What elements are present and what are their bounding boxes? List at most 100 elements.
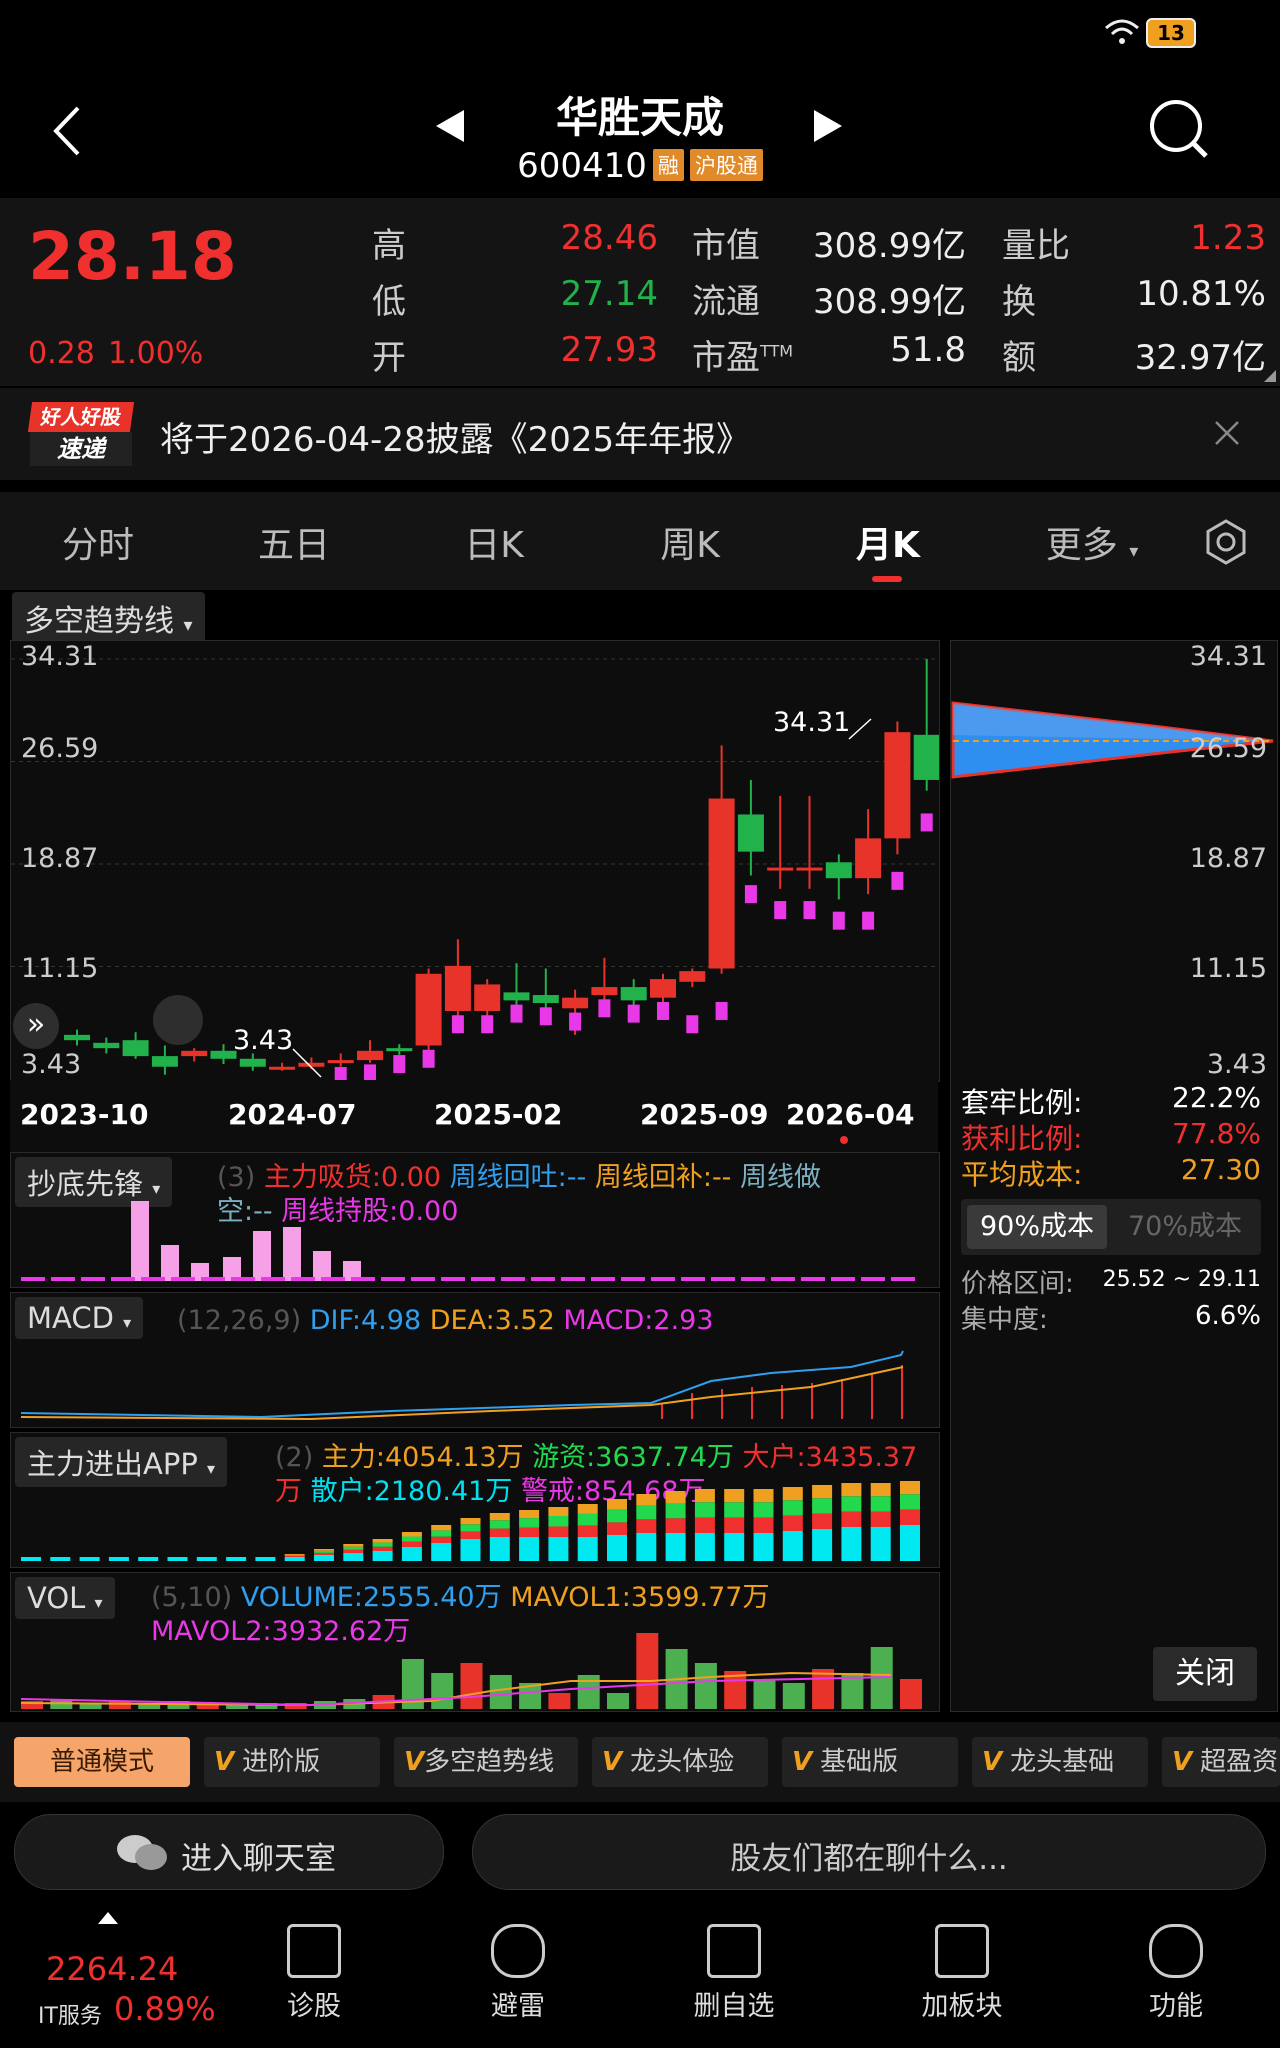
next-stock-icon[interactable] xyxy=(812,108,844,144)
indicator-dropdown[interactable]: 多空趋势线 ▾ xyxy=(12,592,205,644)
indicator-bar xyxy=(811,1383,813,1419)
indicator-bar xyxy=(489,1528,510,1537)
battery-indicator: 13 xyxy=(1146,18,1196,48)
indicator-bar xyxy=(607,1522,627,1535)
pe-label: 市盈TTM xyxy=(692,330,793,379)
trend-marker xyxy=(891,871,904,890)
main-flow-panel: 主力进出APP ▾ (2) 主力:4054.13万 游资:3637.74万 大户… xyxy=(10,1432,940,1568)
margin-tag: 融 xyxy=(652,149,684,181)
indicator-bar xyxy=(489,1520,510,1529)
indicator-bar xyxy=(131,1201,149,1281)
stock-header: 华胜天成 600410 融沪股通 xyxy=(0,64,1280,198)
settings-icon[interactable] xyxy=(1202,518,1250,566)
index-value[interactable]: 2264.24 xyxy=(46,1950,179,1988)
expand-left-icon[interactable]: » xyxy=(13,1003,59,1049)
candle-body xyxy=(737,814,764,852)
fullscreen-icon[interactable] xyxy=(153,995,203,1045)
indicator-bar xyxy=(51,1277,75,1281)
prev-stock-icon[interactable] xyxy=(434,108,466,144)
chat-hint[interactable]: 股友们都在聊什么... xyxy=(472,1814,1266,1890)
macd-dif: DIF:4.98 xyxy=(309,1305,422,1336)
tab-monthly-k[interactable]: 月K xyxy=(856,525,920,566)
check-icon: V xyxy=(602,1747,623,1777)
mode-normal[interactable]: 普通模式 xyxy=(14,1737,190,1787)
indicator-bar xyxy=(196,1557,217,1561)
trend-marker xyxy=(715,1001,728,1020)
trend-marker xyxy=(364,1064,376,1081)
y-tick: 34.31 xyxy=(21,641,99,672)
nav-remove-watch[interactable]: 删自选 xyxy=(654,1924,814,2023)
indicator-label: 多空趋势线 xyxy=(24,604,174,639)
tab-daily-k[interactable]: 日K xyxy=(464,525,524,566)
volume-ma1: MAVOL1:3599.77万 xyxy=(510,1582,770,1613)
quote-panel: 28.18 0.28 1.00% 高 28.46 市值 308.99亿 量比 1… xyxy=(0,198,1280,386)
search-icon[interactable] xyxy=(1148,98,1212,162)
connect-tag: 沪股通 xyxy=(689,149,763,181)
indicator-bar xyxy=(50,1557,71,1561)
chip-y-tick: 34.31 xyxy=(1189,641,1267,672)
avg-cost-label: 平均成本: xyxy=(961,1158,1083,1191)
trend-marker xyxy=(422,1049,435,1068)
nav-diagnose[interactable]: 诊股 xyxy=(234,1924,394,2023)
trend-marker xyxy=(744,885,757,904)
macd-dropdown[interactable]: MACD ▾ xyxy=(15,1297,144,1339)
candle-body xyxy=(122,1040,149,1057)
indicator-bar xyxy=(636,1633,659,1709)
indicator-bar xyxy=(870,1527,891,1561)
mode-advanced[interactable]: V 进阶版 xyxy=(204,1737,380,1787)
back-arrow-icon[interactable] xyxy=(50,104,84,158)
flow-big: 大户:3435.37 xyxy=(742,1442,918,1473)
panel1-param: (3) xyxy=(217,1162,256,1193)
cost-70-button[interactable]: 70%成本 xyxy=(1127,1211,1242,1242)
nav-functions[interactable]: 功能 xyxy=(1096,1924,1256,2023)
indicator-bar xyxy=(812,1529,833,1561)
nav-add-sector[interactable]: 加板块 xyxy=(882,1924,1042,2023)
candle-body xyxy=(825,862,852,879)
close-button[interactable]: 关闭 xyxy=(1153,1647,1257,1701)
indicator-bar xyxy=(711,1277,735,1281)
indicator-bar xyxy=(519,1683,542,1709)
tab-more[interactable]: 更多 ▾ xyxy=(1012,516,1172,568)
expand-corner-icon[interactable] xyxy=(1264,370,1276,382)
indicator-bar xyxy=(753,1517,774,1533)
trapped-ratio-label: 套牢比例: xyxy=(961,1086,1083,1119)
price-change: 0.28 xyxy=(28,336,95,371)
candle-body xyxy=(415,973,442,1046)
enter-chat-button[interactable]: 进入聊天室 xyxy=(14,1814,444,1890)
flow-dropdown[interactable]: 主力进出APP ▾ xyxy=(15,1437,228,1487)
indicator-bar xyxy=(501,1277,525,1281)
volume-dropdown[interactable]: VOL ▾ xyxy=(15,1577,115,1619)
tab-intraday[interactable]: 分时 xyxy=(61,525,134,566)
amount-value: 32.97亿 xyxy=(1134,338,1266,378)
tab-five-day[interactable]: 五日 xyxy=(257,525,330,566)
volume-panel: VOL ▾ (5,10) VOLUME:2555.40万 MAVOL1:3599… xyxy=(10,1572,940,1712)
indicator-bar xyxy=(223,1257,241,1281)
x-tick: 2025-02 xyxy=(434,1098,563,1131)
indicator-bar xyxy=(401,1659,424,1709)
nav-avoid-risk[interactable]: 避雷 xyxy=(438,1924,598,2023)
indicator-bar xyxy=(231,1277,255,1281)
indicator-bar xyxy=(284,1554,305,1555)
notice-banner[interactable]: 好人好股 速递 将于2026-04-28披露《2025年年报》 xyxy=(0,388,1280,480)
kline-panel[interactable]: 34.31 3.43 34.31 26.59 18.87 11.15 3.43 … xyxy=(10,640,940,1082)
tab-weekly-k[interactable]: 周K xyxy=(660,525,720,566)
x-axis: 2023-10 2024-07 2025-02 2025-09 2026-04 xyxy=(10,1080,938,1152)
menu-icon xyxy=(1149,1924,1203,1978)
stock-name: 华胜天成 xyxy=(555,93,724,142)
panel1-dropdown[interactable]: 抄底先锋 ▾ xyxy=(15,1157,173,1207)
cost-90-button[interactable]: 90%成本 xyxy=(967,1205,1107,1249)
candle-body xyxy=(796,867,823,871)
candle-body xyxy=(562,997,589,1009)
mode-basic[interactable]: V 基础版 xyxy=(782,1737,958,1787)
indicator-bar xyxy=(460,1518,481,1525)
indicator-bar xyxy=(577,1513,598,1526)
caret-down-icon: ▾ xyxy=(1129,541,1139,562)
mode-leader-basic[interactable]: V 龙头基础 xyxy=(972,1737,1148,1787)
x-tick: 2025-09 xyxy=(640,1098,769,1131)
current-marker xyxy=(840,1136,848,1144)
mode-trend[interactable]: V多空趋势线 xyxy=(394,1737,578,1787)
close-icon[interactable] xyxy=(1214,420,1240,446)
mode-super-profit[interactable]: V 超盈资 xyxy=(1162,1737,1280,1787)
trend-marker xyxy=(832,911,845,930)
mode-leader-trial[interactable]: V 龙头体验 xyxy=(592,1737,768,1787)
